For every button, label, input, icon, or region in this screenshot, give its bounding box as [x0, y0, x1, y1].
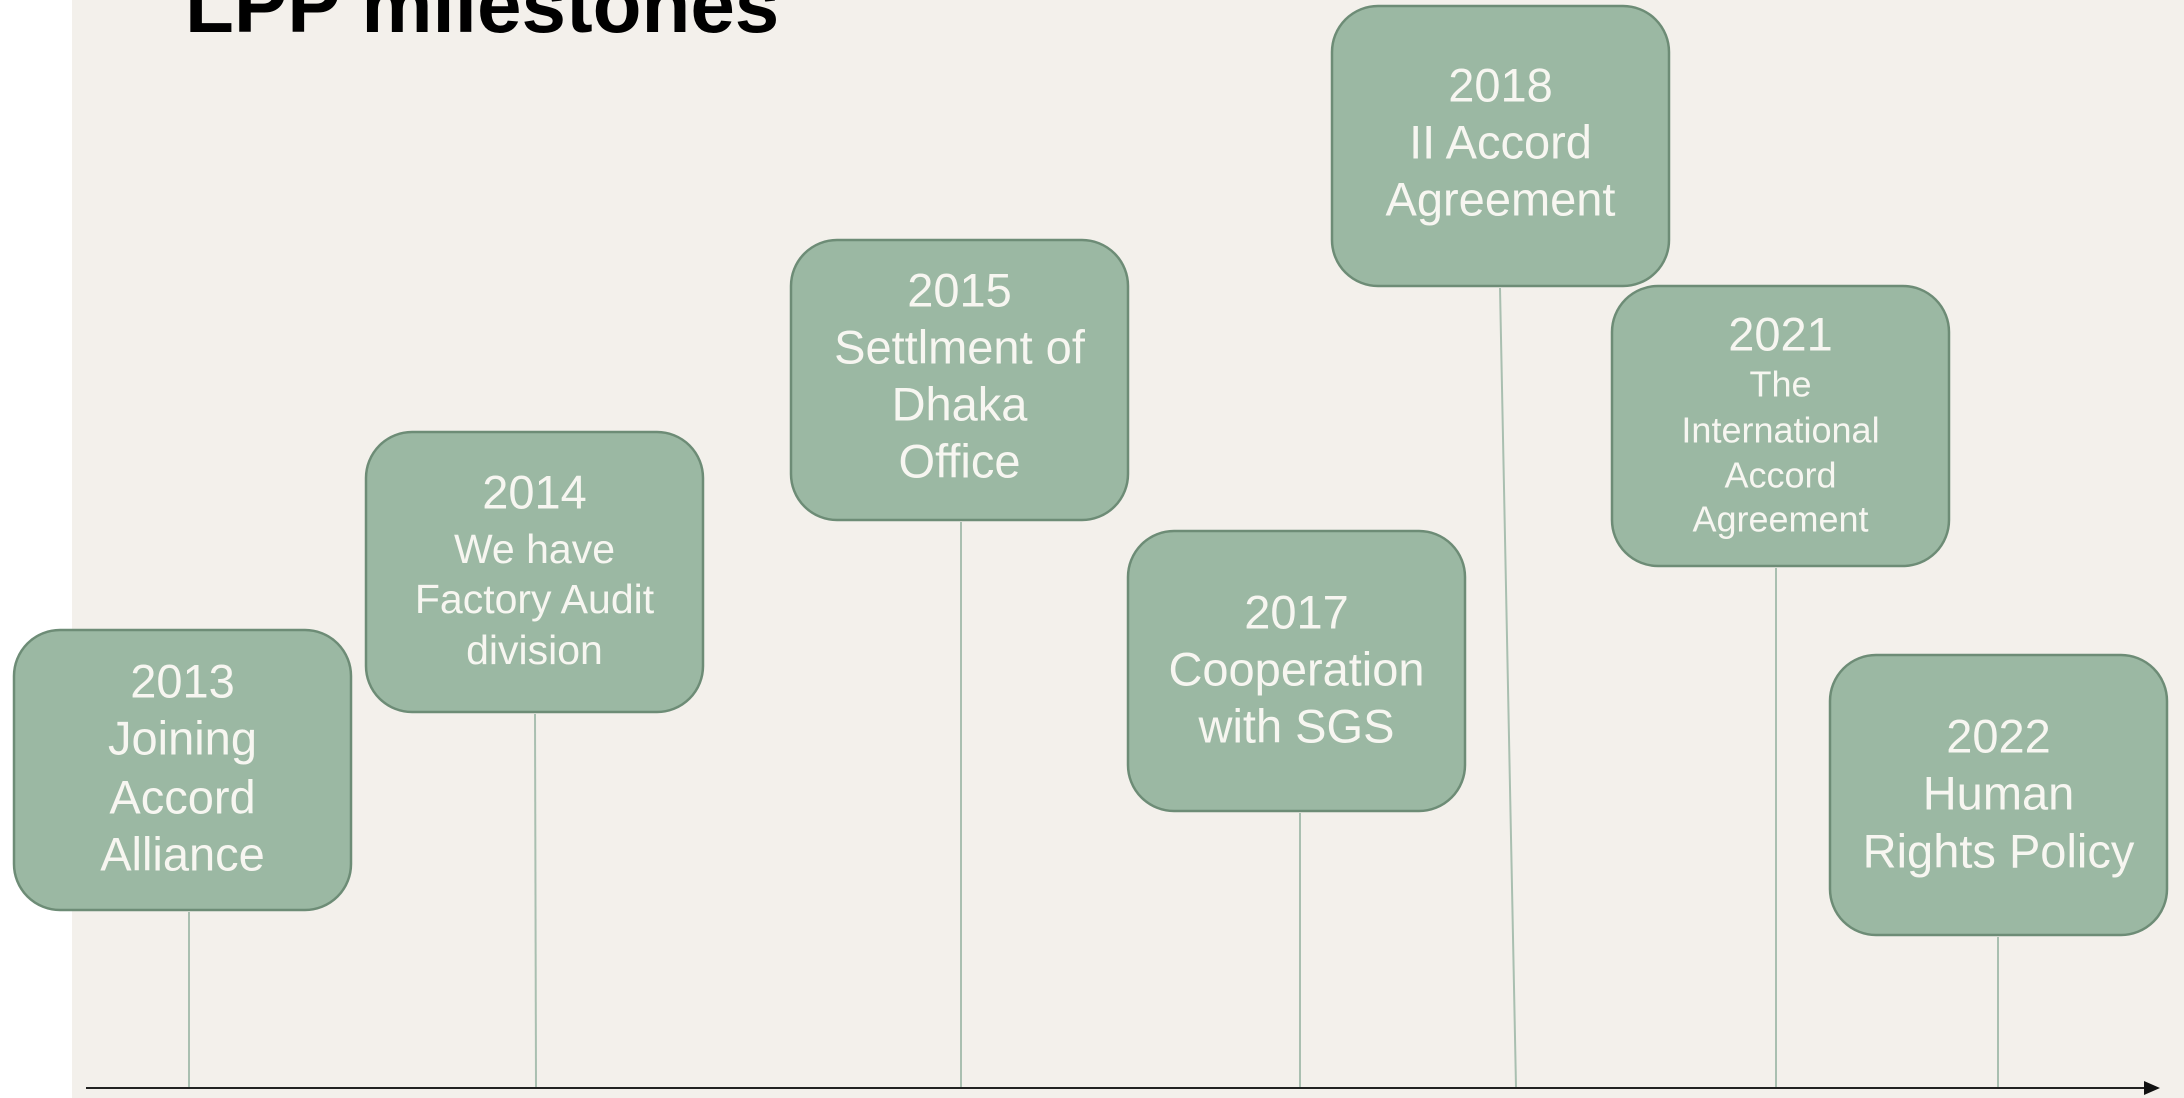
milestone-text: division	[466, 627, 603, 673]
milestone-text: II Accord	[1409, 115, 1592, 168]
milestone-text: Office	[899, 434, 1021, 487]
milestone-text: Cooperation	[1168, 642, 1424, 695]
milestone-box	[1610, 284, 1951, 568]
milestone-box	[12, 628, 353, 912]
milestone-year: 2014	[482, 465, 587, 518]
milestone-text: Agreement	[1692, 499, 1868, 540]
milestone-text: Dhaka	[892, 377, 1029, 430]
slide-title: LPP milestones	[185, 0, 779, 49]
milestone-text: Human	[1923, 766, 2075, 819]
milestone-year: 2015	[907, 263, 1012, 316]
milestone-box	[789, 238, 1130, 522]
milestone-text: Factory Audit	[415, 576, 655, 622]
milestone-box	[364, 430, 705, 714]
milestone-text: Accord	[109, 770, 255, 823]
milestone-year: 2021	[1728, 307, 1833, 360]
milestone-text: Accord	[1724, 455, 1836, 496]
milestone-text: The	[1749, 364, 1811, 405]
milestone-box	[1330, 4, 1671, 288]
milestone-year: 2018	[1448, 58, 1553, 111]
milestone-box	[1828, 653, 2169, 937]
milestone-text: Alliance	[100, 827, 265, 880]
milestone-year: 2017	[1244, 585, 1349, 638]
connector-line	[1499, 287, 1517, 1088]
milestone-text: Rights Policy	[1863, 824, 2135, 877]
milestone-box	[1126, 529, 1467, 813]
milestone-text: Settlment of	[834, 320, 1086, 373]
milestone-text: We have	[454, 526, 615, 572]
milestone-text: with SGS	[1198, 699, 1395, 752]
milestone-year: 2013	[130, 654, 235, 707]
axis-arrow	[2144, 1081, 2160, 1095]
milestone-text: Agreement	[1386, 172, 1616, 225]
connector-line	[534, 713, 537, 1088]
milestone-text: International	[1681, 410, 1879, 451]
milestone-text: Joining	[108, 711, 257, 764]
milestone-year: 2022	[1946, 709, 2051, 762]
